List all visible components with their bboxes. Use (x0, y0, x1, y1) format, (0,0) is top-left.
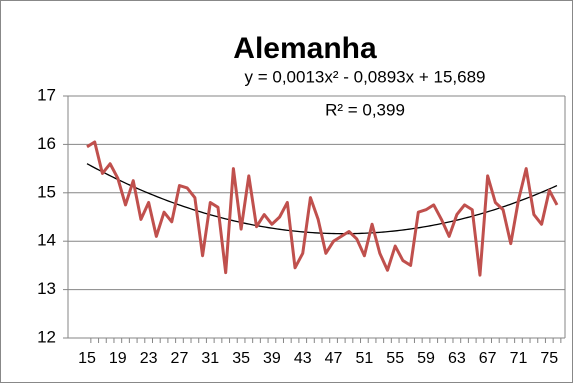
x-tick-label: 63 (448, 350, 466, 367)
x-tick-label: 31 (201, 350, 219, 367)
x-tick-label: 23 (140, 350, 158, 367)
trendline-r2: R² = 0,399 (325, 100, 405, 119)
y-tick-label: 12 (37, 327, 56, 346)
y-tick-label: 17 (37, 85, 56, 104)
series-line (86, 140, 559, 277)
x-tick-label: 39 (263, 350, 281, 367)
x-tick-label: 67 (479, 350, 497, 367)
x-tick-label: 55 (386, 350, 404, 367)
trendline-equation: y = 0,0013x² - 0,0893x + 15,689 (244, 67, 485, 86)
y-tick-label: 16 (37, 134, 56, 153)
x-tick-label: 59 (417, 350, 435, 367)
x-tick-label: 47 (325, 350, 343, 367)
y-tick-label: 14 (37, 231, 56, 250)
x-tick-label: 15 (78, 350, 96, 367)
y-tick-label: 13 (37, 279, 56, 298)
x-tick-label: 51 (355, 350, 373, 367)
chart-title: Alemanha (233, 32, 377, 65)
x-tick-label: 27 (171, 350, 189, 367)
x-tick-label: 71 (510, 350, 528, 367)
x-tick-label: 19 (109, 350, 127, 367)
x-tick-label: 75 (540, 350, 558, 367)
x-tick-label: 35 (232, 350, 250, 367)
y-tick-label: 15 (37, 182, 56, 201)
x-tick-label: 43 (294, 350, 312, 367)
